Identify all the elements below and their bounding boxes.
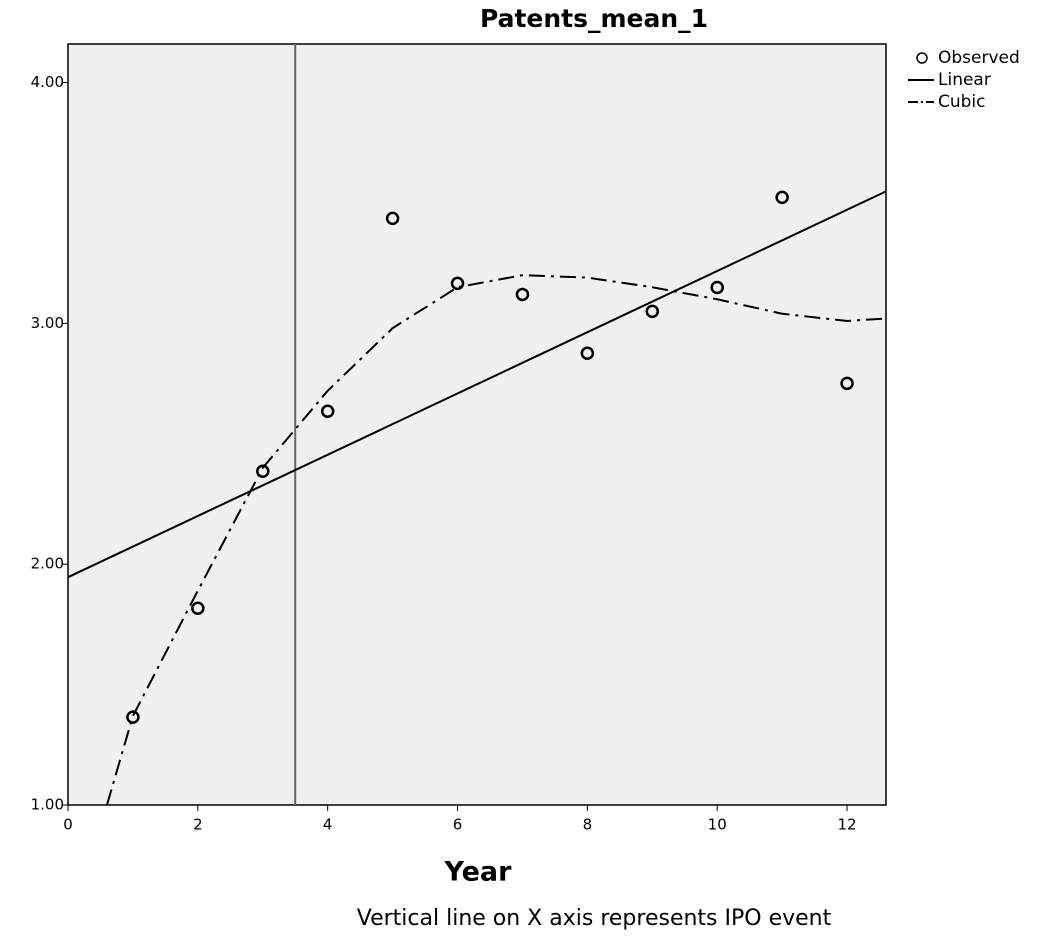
y-tick-label: 1.00 — [31, 796, 64, 814]
y-tick-label: 4.00 — [31, 73, 64, 91]
observed-point — [126, 710, 140, 724]
x-tick-label: 10 — [708, 816, 727, 834]
x-axis-label: Year — [444, 857, 513, 888]
legend-symbol — [916, 52, 928, 64]
observed-point — [580, 346, 595, 360]
observed-point — [775, 190, 789, 205]
observed-point — [320, 404, 335, 419]
fit-line — [105, 274, 887, 806]
legend-label: Observed — [938, 48, 1020, 68]
y-tick-label: 3.00 — [31, 314, 64, 332]
observed-point — [191, 601, 205, 615]
observed-point — [450, 276, 465, 291]
chart-title: Patents_mean_1 — [480, 4, 708, 33]
observed-point — [710, 280, 724, 295]
legend-label: Linear — [938, 70, 991, 90]
observed-point — [256, 464, 270, 478]
observed-point — [645, 304, 660, 319]
observed-point — [385, 211, 400, 226]
x-tick-label: 4 — [323, 816, 333, 834]
x-tick-label: 8 — [583, 816, 593, 834]
x-tick-label: 6 — [453, 816, 463, 834]
x-tick-label: 12 — [838, 816, 857, 834]
fit-line — [67, 190, 887, 579]
x-tick-label: 0 — [63, 816, 73, 834]
observed-point — [840, 376, 854, 391]
observed-point — [515, 287, 530, 302]
legend-label: Cubic — [938, 92, 986, 112]
y-tick-label: 2.00 — [31, 555, 64, 573]
note: Vertical line on X axis represents IPO e… — [357, 906, 832, 931]
x-tick-label: 2 — [193, 816, 203, 834]
plot-area — [67, 43, 887, 806]
